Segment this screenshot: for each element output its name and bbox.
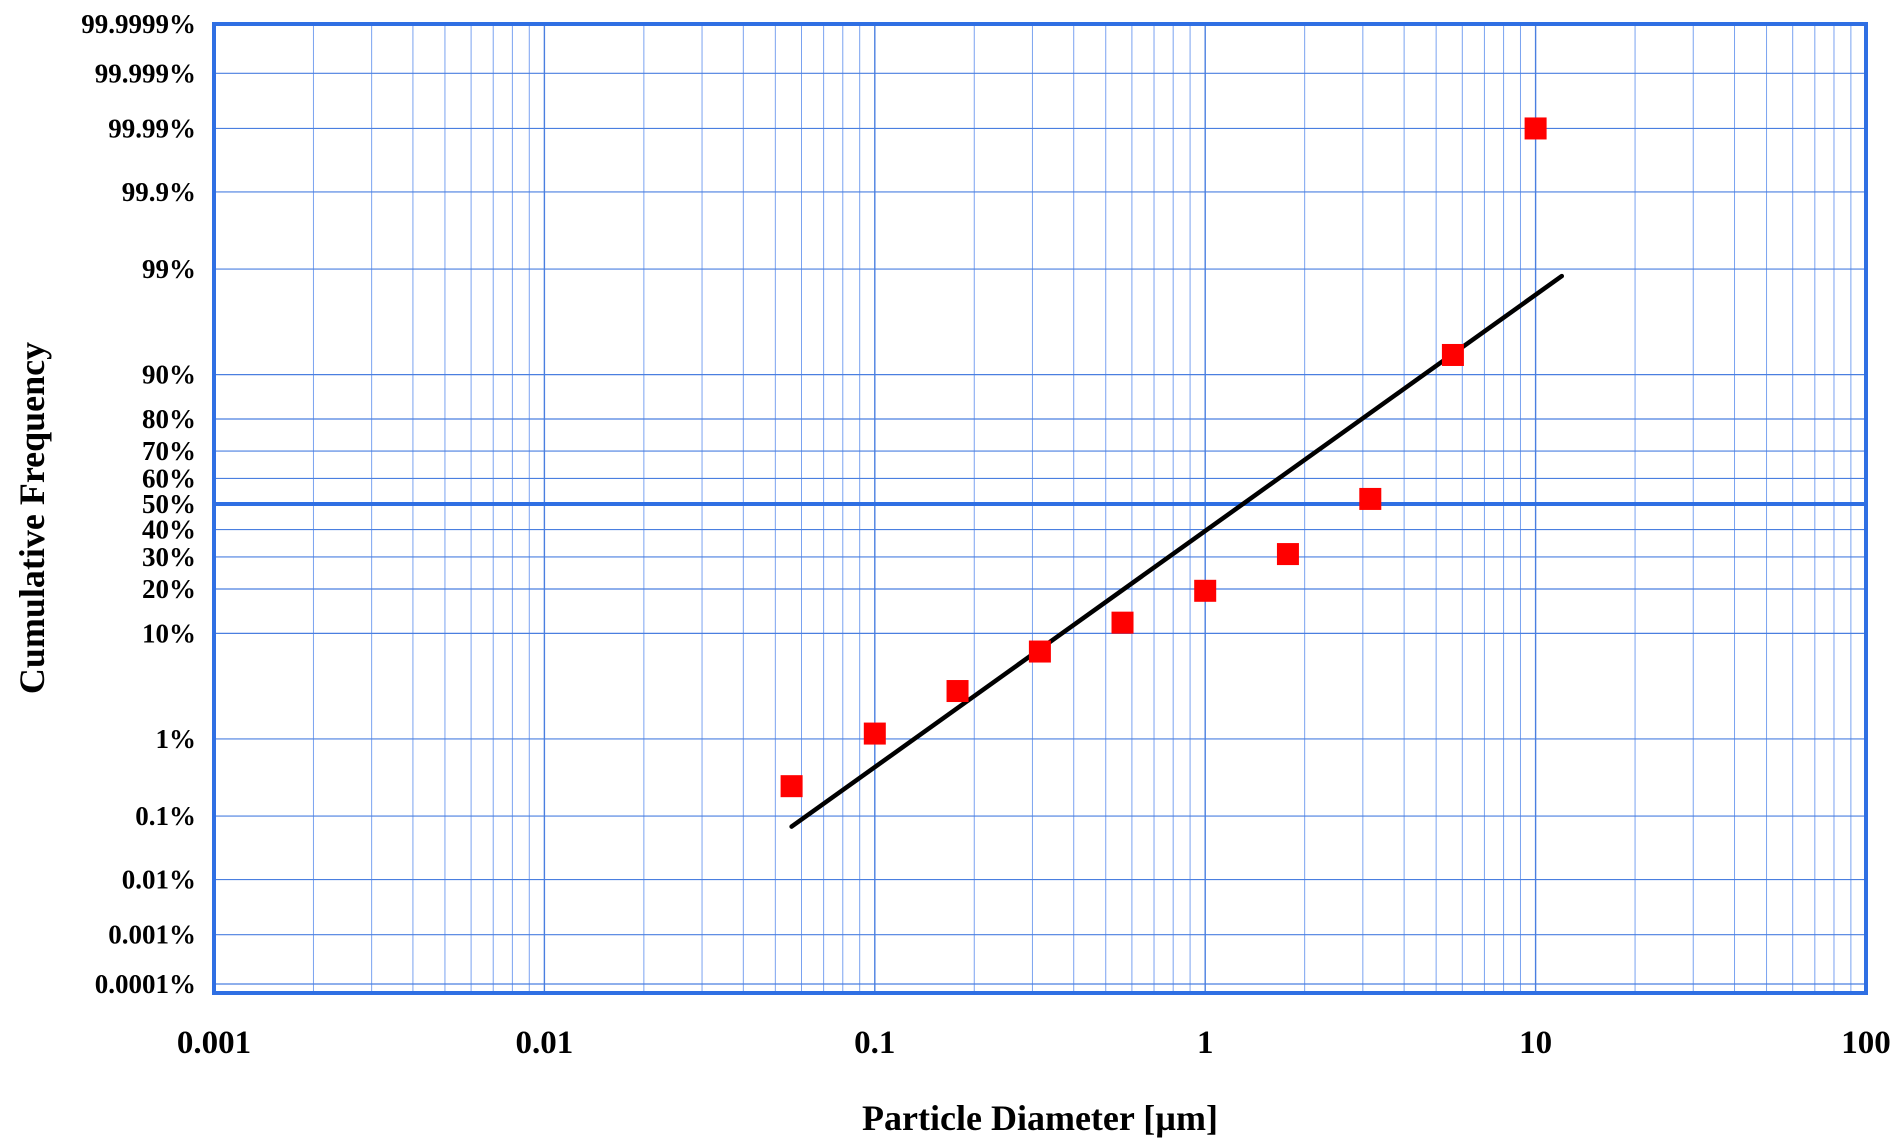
data-point-marker [1441, 343, 1464, 366]
x-tick-label: 0.001 [177, 1025, 251, 1061]
y-tick-label: 0.001% [108, 920, 196, 950]
x-axis-title: Particle Diameter [µm] [862, 1098, 1218, 1138]
data-point-marker [1111, 611, 1134, 634]
data-point-marker [780, 775, 803, 798]
x-tick-label: 0.01 [516, 1025, 574, 1061]
regression-line [789, 273, 1565, 829]
y-tick-label: 0.0001% [95, 969, 196, 999]
data-point-marker [1276, 543, 1299, 566]
x-tick-label: 10 [1519, 1025, 1552, 1061]
y-tick-label: 99.9% [122, 177, 196, 207]
y-tick-label: 99.99% [108, 113, 196, 143]
data-point-marker [1194, 579, 1217, 602]
x-tick-label: 1 [1197, 1025, 1214, 1061]
y-tick-label: 90% [142, 360, 196, 390]
y-tick-label: 70% [142, 436, 196, 466]
y-tick-label: 50% [142, 489, 196, 519]
y-axis-title: Cumulative Frequency [12, 342, 52, 694]
y-tick-label: 40% [142, 515, 196, 545]
y-tick-label: 99% [142, 254, 196, 284]
y-tick-label: 99.9999% [81, 9, 196, 39]
data-point-marker [863, 722, 886, 745]
data-point-marker [946, 680, 969, 703]
y-tick-label: 80% [142, 404, 196, 434]
x-tick-label: 100 [1841, 1025, 1891, 1061]
y-tick-label: 1% [156, 724, 197, 754]
plot-border [212, 22, 1868, 995]
data-point-marker [1524, 117, 1547, 140]
y-tick-labels: 0.0001% 0.001% 0.01% 0.1% 1% 10% 20%30%40%50%6… [81, 9, 196, 999]
y-tick-label: 99.999% [95, 58, 196, 88]
y-tick-label: 0.01% [122, 865, 196, 895]
y-tick-label: 20% [142, 574, 196, 604]
data-point-marker [1359, 487, 1382, 510]
minor-grid [312, 24, 1852, 993]
x-tick-labels: 0.001 0.01 0.1 1 10 100 [177, 1025, 1891, 1061]
x-tick-label: 0.1 [854, 1025, 895, 1061]
fit-line [789, 273, 1565, 829]
data-point-marker [1028, 640, 1051, 663]
plot-frame [212, 22, 1868, 995]
data-points [780, 117, 1547, 798]
major-grid [213, 23, 1867, 993]
y-tick-label: 60% [142, 463, 196, 493]
y-tick-label: 0.1% [135, 801, 196, 831]
y-tick-label: 30% [142, 542, 196, 572]
y-tick-label: 10% [142, 618, 196, 648]
